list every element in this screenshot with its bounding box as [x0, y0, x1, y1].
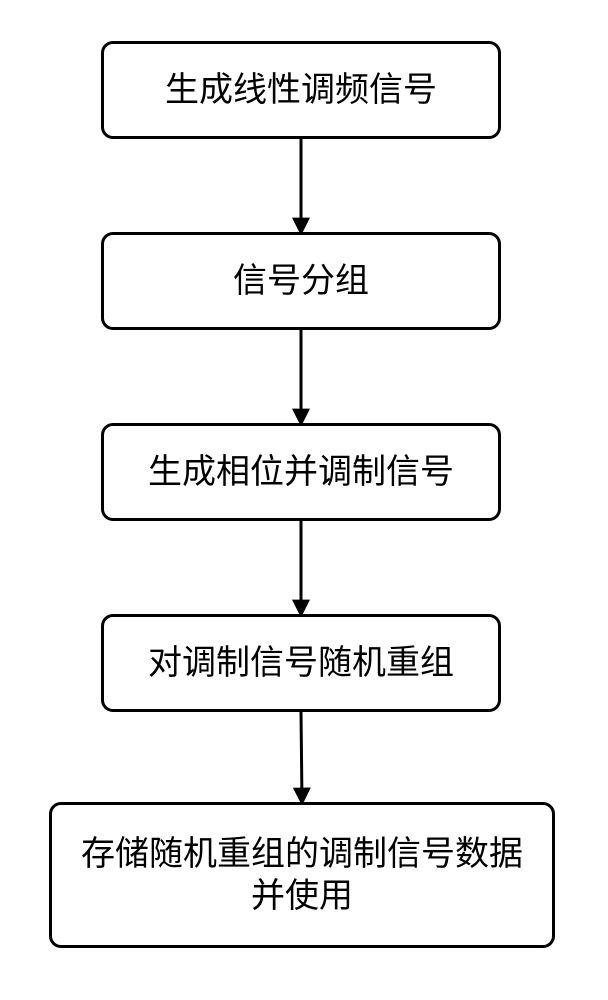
flow-node-n5: 存储随机重组的调制信号数据 并使用 — [49, 802, 555, 948]
flow-node-n1: 生成线性调频信号 — [101, 41, 501, 139]
flow-node-label: 信号分组 — [233, 260, 369, 303]
flow-node-label: 对调制信号随机重组 — [148, 642, 454, 685]
flow-node-n3: 生成相位并调制信号 — [101, 423, 501, 521]
flow-edge-n4-n5 — [301, 712, 302, 802]
flow-node-label: 生成相位并调制信号 — [148, 451, 454, 494]
flow-node-label: 生成线性调频信号 — [165, 69, 437, 112]
flowchart-canvas: 生成线性调频信号信号分组生成相位并调制信号对调制信号随机重组存储随机重组的调制信… — [0, 0, 608, 1000]
flow-node-label: 存储随机重组的调制信号数据 并使用 — [81, 833, 523, 918]
flow-node-n4: 对调制信号随机重组 — [101, 614, 501, 712]
flow-node-n2: 信号分组 — [101, 232, 501, 330]
